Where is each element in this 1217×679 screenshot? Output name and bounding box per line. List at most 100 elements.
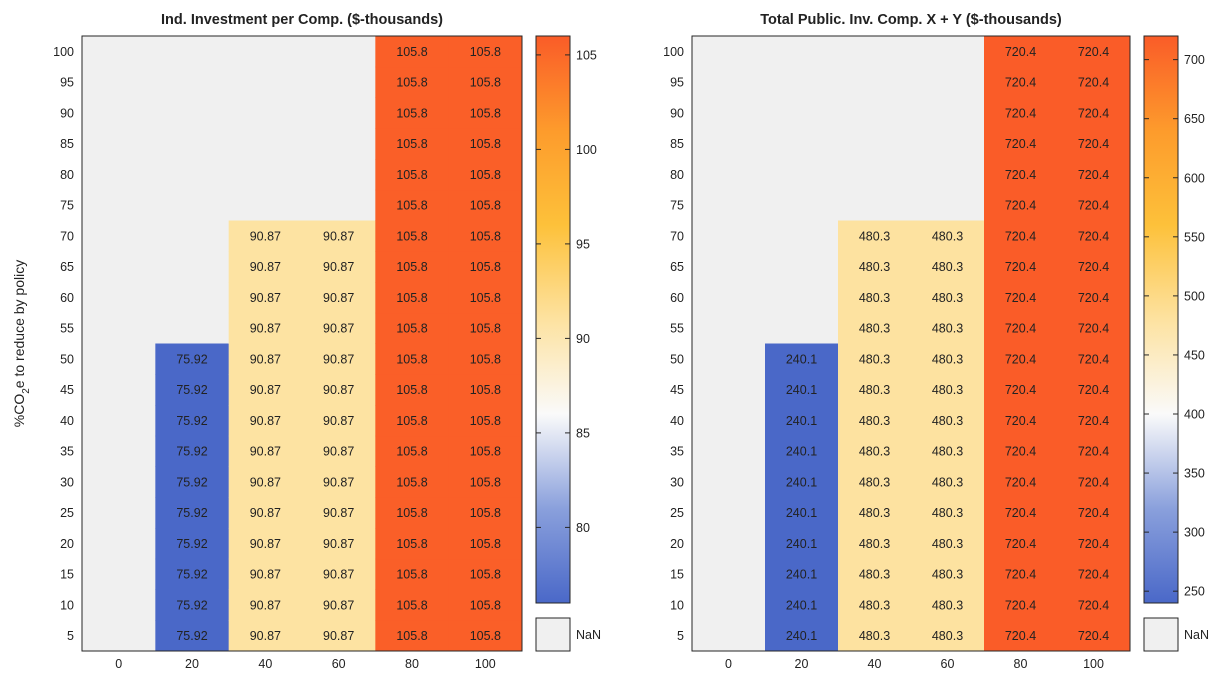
heatmap-cell bbox=[228, 435, 303, 467]
heatmap-cell-label: 240.1 bbox=[786, 598, 817, 612]
heatmap-cell bbox=[375, 282, 450, 314]
heatmap-cell bbox=[228, 251, 303, 283]
heatmap-cell-label: 105.8 bbox=[396, 137, 427, 151]
heatmap-cell-label: 105.8 bbox=[470, 260, 501, 274]
heatmap-cell-label: 105.8 bbox=[396, 629, 427, 643]
heatmap-cell-label: 720.4 bbox=[1078, 568, 1109, 582]
heatmap-cell-label: 75.92 bbox=[176, 629, 207, 643]
heatmap-cell bbox=[375, 159, 450, 191]
heatmap-cell bbox=[155, 343, 230, 375]
x-tick-label: 40 bbox=[868, 657, 882, 671]
y-tick-label: 60 bbox=[670, 291, 684, 305]
heatmap-cell-label: 240.1 bbox=[786, 537, 817, 551]
heatmap-cell bbox=[1057, 282, 1131, 314]
heatmap-cell bbox=[911, 405, 985, 437]
heatmap-cell bbox=[984, 466, 1058, 498]
y-tick-label: 55 bbox=[60, 322, 74, 336]
y-tick-label: 20 bbox=[670, 537, 684, 551]
heatmap-cell bbox=[838, 251, 912, 283]
heatmap-cell bbox=[302, 435, 376, 467]
heatmap-cell bbox=[765, 435, 839, 467]
heatmap-cell bbox=[448, 528, 523, 560]
heatmap-cell-label: 105.8 bbox=[470, 352, 501, 366]
heatmap-cell bbox=[984, 189, 1058, 221]
heatmap-cell-label: 240.1 bbox=[786, 352, 817, 366]
heatmap-panel-public-investment: Total Public. Inv. Comp. X + Y ($-thousa… bbox=[663, 12, 1209, 671]
heatmap-cell bbox=[1057, 312, 1131, 344]
heatmap-cell-label: 720.4 bbox=[1078, 76, 1109, 90]
heatmap-cell-label: 480.3 bbox=[932, 506, 963, 520]
heatmap-cell bbox=[448, 128, 523, 160]
heatmap-cell-label: 105.8 bbox=[470, 598, 501, 612]
x-tick-label: 20 bbox=[185, 657, 199, 671]
y-tick-label: 30 bbox=[60, 475, 74, 489]
heatmap-cell-label: 105.8 bbox=[396, 229, 427, 243]
heatmap-cell bbox=[375, 128, 450, 160]
heatmap-cell bbox=[984, 36, 1058, 68]
heatmap-cell bbox=[838, 589, 912, 621]
heatmap-cell bbox=[228, 312, 303, 344]
heatmap-cell-label: 105.8 bbox=[396, 199, 427, 213]
heatmap-cell-label: 75.92 bbox=[176, 598, 207, 612]
heatmap-cell bbox=[765, 374, 839, 406]
y-axis-label: %CO2e to reduce by policy bbox=[11, 260, 32, 427]
heatmap-cell bbox=[448, 497, 523, 529]
heatmap-cell bbox=[155, 497, 230, 529]
heatmap-cell-label: 720.4 bbox=[1078, 352, 1109, 366]
y-axis-label-post: e to reduce by policy bbox=[11, 260, 27, 388]
y-tick-label: 35 bbox=[60, 445, 74, 459]
heatmap-cell bbox=[984, 405, 1058, 437]
y-tick-label: 90 bbox=[60, 106, 74, 120]
heatmap-cell-label: 90.87 bbox=[250, 260, 281, 274]
heatmap-cell-label: 720.4 bbox=[1078, 629, 1109, 643]
heatmap-cell bbox=[984, 620, 1058, 652]
heatmap-cell bbox=[302, 589, 376, 621]
heatmap-cell bbox=[984, 128, 1058, 160]
y-tick-label: 60 bbox=[60, 291, 74, 305]
heatmap-cell-label: 105.8 bbox=[396, 475, 427, 489]
y-tick-label: 10 bbox=[60, 598, 74, 612]
heatmap-cell bbox=[155, 374, 230, 406]
heatmap-cell-label: 105.8 bbox=[396, 291, 427, 305]
nan-swatch bbox=[535, 617, 571, 652]
heatmap-cell bbox=[911, 343, 985, 375]
x-tick-label: 60 bbox=[941, 657, 955, 671]
heatmap-cell-label: 480.3 bbox=[859, 322, 890, 336]
heatmap-cell-label: 480.3 bbox=[859, 475, 890, 489]
chart-title: Total Public. Inv. Comp. X + Y ($-thousa… bbox=[760, 12, 1062, 28]
heatmap-cell bbox=[1057, 374, 1131, 406]
heatmap-cell-label: 720.4 bbox=[1078, 414, 1109, 428]
heatmap-cell-label: 105.8 bbox=[470, 475, 501, 489]
heatmap-cell-label: 240.1 bbox=[786, 414, 817, 428]
heatmap-cell bbox=[911, 589, 985, 621]
heatmap-cell-label: 75.92 bbox=[176, 568, 207, 582]
heatmap-cell-label: 90.87 bbox=[323, 445, 354, 459]
y-axis-label-pre: %CO bbox=[11, 394, 27, 428]
heatmap-cell bbox=[302, 405, 376, 437]
y-tick-label: 5 bbox=[677, 629, 684, 643]
heatmap-cell bbox=[1057, 620, 1131, 652]
heatmap-cell bbox=[765, 466, 839, 498]
heatmap-cell bbox=[765, 558, 839, 590]
colorbar-tick-label: 400 bbox=[1184, 408, 1205, 422]
heatmap-cell-label: 720.4 bbox=[1005, 199, 1036, 213]
heatmap-cell-label: 90.87 bbox=[250, 352, 281, 366]
heatmap-cell bbox=[302, 497, 376, 529]
heatmap-cell bbox=[838, 220, 912, 252]
heatmap-cell-label: 720.4 bbox=[1078, 199, 1109, 213]
heatmap-cell-label: 105.8 bbox=[396, 537, 427, 551]
heatmap-cell-label: 480.3 bbox=[932, 598, 963, 612]
heatmap-cell-label: 720.4 bbox=[1005, 475, 1036, 489]
heatmap-cell-label: 75.92 bbox=[176, 445, 207, 459]
heatmap-cell-label: 90.87 bbox=[323, 506, 354, 520]
chart-title: Ind. Investment per Comp. ($-thousands) bbox=[161, 12, 443, 28]
heatmap-cell-label: 90.87 bbox=[250, 537, 281, 551]
heatmap-cell bbox=[302, 374, 376, 406]
heatmap-cell-label: 105.8 bbox=[396, 260, 427, 274]
heatmap-cell bbox=[228, 343, 303, 375]
heatmap-cell-label: 105.8 bbox=[470, 229, 501, 243]
y-tick-label: 75 bbox=[60, 199, 74, 213]
heatmap-cell-label: 480.3 bbox=[932, 322, 963, 336]
heatmap-cell-label: 105.8 bbox=[396, 383, 427, 397]
y-tick-label: 65 bbox=[670, 260, 684, 274]
